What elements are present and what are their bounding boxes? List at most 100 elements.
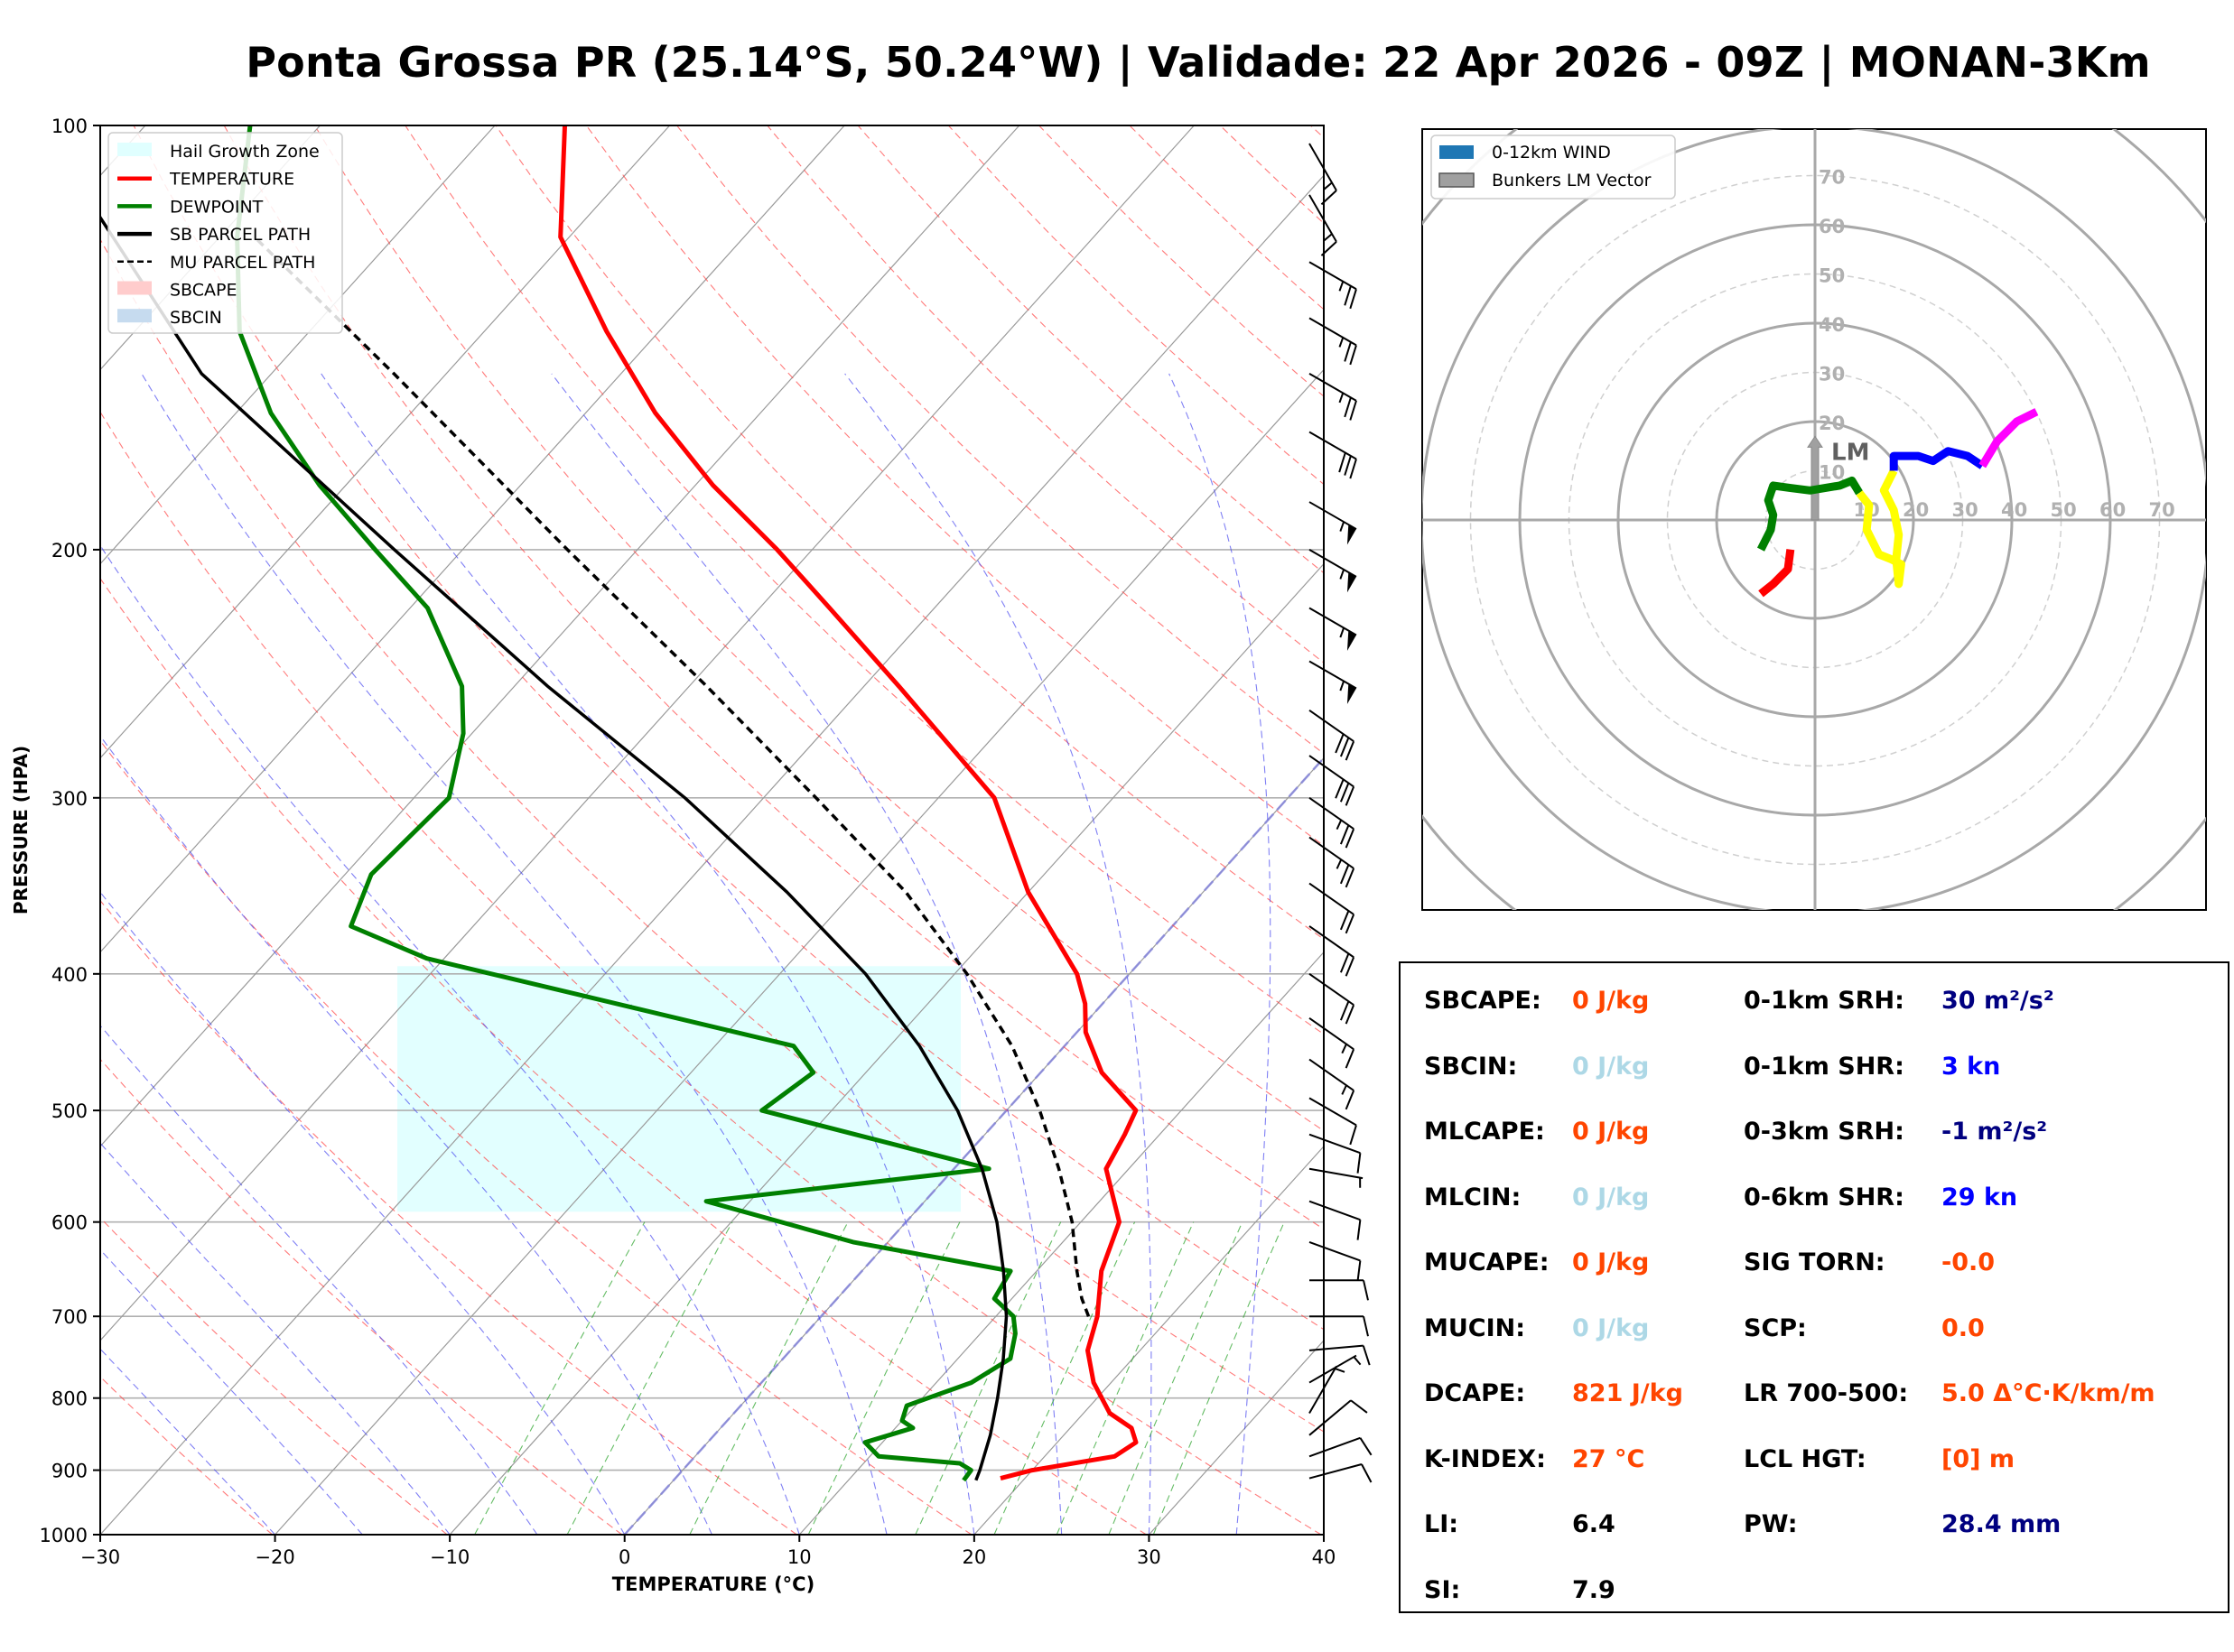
wind-barb — [1308, 431, 1357, 479]
barb-full — [1345, 740, 1355, 761]
wind-barb — [1308, 1133, 1362, 1174]
barb-half — [1338, 281, 1345, 292]
barb-staff — [1308, 709, 1354, 743]
moist-adiabat — [100, 891, 626, 1535]
hodo-ring-label: 50 — [2051, 499, 2077, 521]
dry-adiabat — [100, 739, 973, 1535]
barb-staff — [1308, 373, 1357, 402]
barb-full — [1339, 783, 1350, 803]
index-label: SIG TORN: — [1744, 1248, 1885, 1276]
bunkers-lm-arrow — [1807, 435, 1823, 521]
bunkers-lm-label: LM — [1831, 439, 1869, 466]
barb-full — [1356, 1260, 1362, 1281]
index-value: 0 J/kg — [1572, 1248, 1650, 1276]
barb-full — [1339, 824, 1350, 845]
barb-full — [1335, 733, 1345, 754]
barb-full — [1344, 341, 1352, 362]
x-tick-label: 30 — [1137, 1546, 1161, 1568]
x-tick-label: 0 — [619, 1546, 630, 1568]
barb-staff — [1308, 1436, 1361, 1458]
index-value: 0 J/kg — [1572, 1118, 1650, 1146]
hodo-segment — [1978, 408, 2039, 469]
dry-adiabat — [495, 125, 1324, 941]
barb-half — [1339, 521, 1345, 532]
index-label: 0-3km SRH: — [1744, 1118, 1904, 1146]
wind-barb — [1308, 755, 1355, 806]
barb-staff — [1308, 261, 1357, 291]
mixing-ratio-line — [1056, 1221, 1195, 1535]
isotherm-line — [100, 125, 671, 759]
isotherm-line — [798, 951, 1324, 1535]
wind-barb — [1308, 501, 1357, 545]
dry-adiabat — [100, 1217, 448, 1535]
wind-barb — [1308, 836, 1355, 888]
index-value: 5.0 Δ°C·K/km/m — [1941, 1379, 2155, 1407]
index-label: DCAPE: — [1424, 1379, 1526, 1407]
barb-staff — [1308, 796, 1354, 831]
barb-full — [1335, 779, 1345, 799]
barb-half — [1323, 181, 1333, 190]
x-tick-label: −10 — [430, 1546, 470, 1568]
wind-barb — [1308, 317, 1357, 366]
barb-staff — [1308, 1133, 1361, 1155]
moist-adiabat — [321, 373, 975, 1535]
barb-half — [1338, 393, 1345, 404]
y-tick-label: 1000 — [40, 1525, 88, 1546]
mixing-ratio-line — [807, 1221, 961, 1535]
barb-full — [1345, 956, 1355, 977]
wind-barb — [1308, 607, 1357, 651]
barb-staff — [1308, 1354, 1357, 1384]
wind-barb — [1308, 709, 1355, 761]
legend-label: SBCIN — [170, 308, 222, 328]
wind-barb — [1308, 660, 1357, 704]
barb-staff — [1308, 317, 1357, 347]
mixing-ratio-line — [689, 1221, 849, 1535]
index-label: LI: — [1424, 1510, 1459, 1538]
hodo-segment — [1889, 447, 1985, 471]
index-label: SI: — [1424, 1575, 1461, 1604]
dry-adiabat — [100, 899, 797, 1535]
mu-parcel-path-line — [253, 236, 1091, 1317]
wind-barb — [1308, 1097, 1357, 1146]
index-label: 0-1km SRH: — [1744, 987, 1904, 1015]
barb-full — [1320, 190, 1337, 206]
wind-barb — [1308, 1399, 1368, 1436]
isotherm-line — [100, 174, 1324, 1535]
hodograph-legend: 0-12km WIND Bunkers LM Vector — [1430, 135, 1676, 200]
wind-barb — [1308, 796, 1355, 849]
index-value: -1 m²/s² — [1941, 1118, 2048, 1146]
indices-panel: SBCAPE: 0 J/kg SBCIN: 0 J/kg MLCAPE: 0 J/kg ML… — [1399, 961, 2229, 1613]
chart-title: Ponta Grossa PR (25.14°S, 50.24°W) | Val… — [246, 38, 2151, 87]
mixing-ratio-line — [993, 1221, 1136, 1535]
barb-flag — [1346, 630, 1356, 651]
x-tick-label: 10 — [787, 1546, 812, 1568]
barb-staff — [1308, 1366, 1337, 1414]
isotherm-line — [100, 125, 1020, 1147]
legend-label: MU PARCEL PATH — [170, 253, 315, 273]
wind-barb — [1308, 1058, 1355, 1110]
y-axis-label: PRESSURE (HPA) — [10, 746, 32, 914]
hodo-ring-label: 40 — [1819, 314, 1845, 336]
moist-adiabat — [100, 544, 800, 1535]
barb-full — [1356, 1153, 1362, 1174]
skew-t-frame — [99, 125, 1325, 1536]
wind-barb — [1309, 1279, 1369, 1301]
wind-barb — [1308, 261, 1357, 310]
barb-full — [1339, 1000, 1350, 1021]
isotherm-line — [973, 1145, 1324, 1535]
wind-barb — [1308, 549, 1357, 593]
barb-staff — [1308, 755, 1354, 788]
barb-staff — [1308, 1200, 1361, 1221]
barb-full — [1349, 1125, 1357, 1146]
barb-half — [1335, 1368, 1345, 1373]
hodo-ring-label: 20 — [1819, 413, 1845, 434]
wind-barb — [1308, 1200, 1362, 1240]
isotherm-line — [100, 125, 845, 953]
barb-full — [1363, 1280, 1369, 1301]
legend-box — [107, 132, 343, 334]
legend-label: TEMPERATURE — [169, 170, 294, 190]
mixing-ratio-line — [474, 1221, 646, 1535]
index-value: 0 J/kg — [1572, 1313, 1650, 1342]
barb-half — [1323, 233, 1333, 242]
